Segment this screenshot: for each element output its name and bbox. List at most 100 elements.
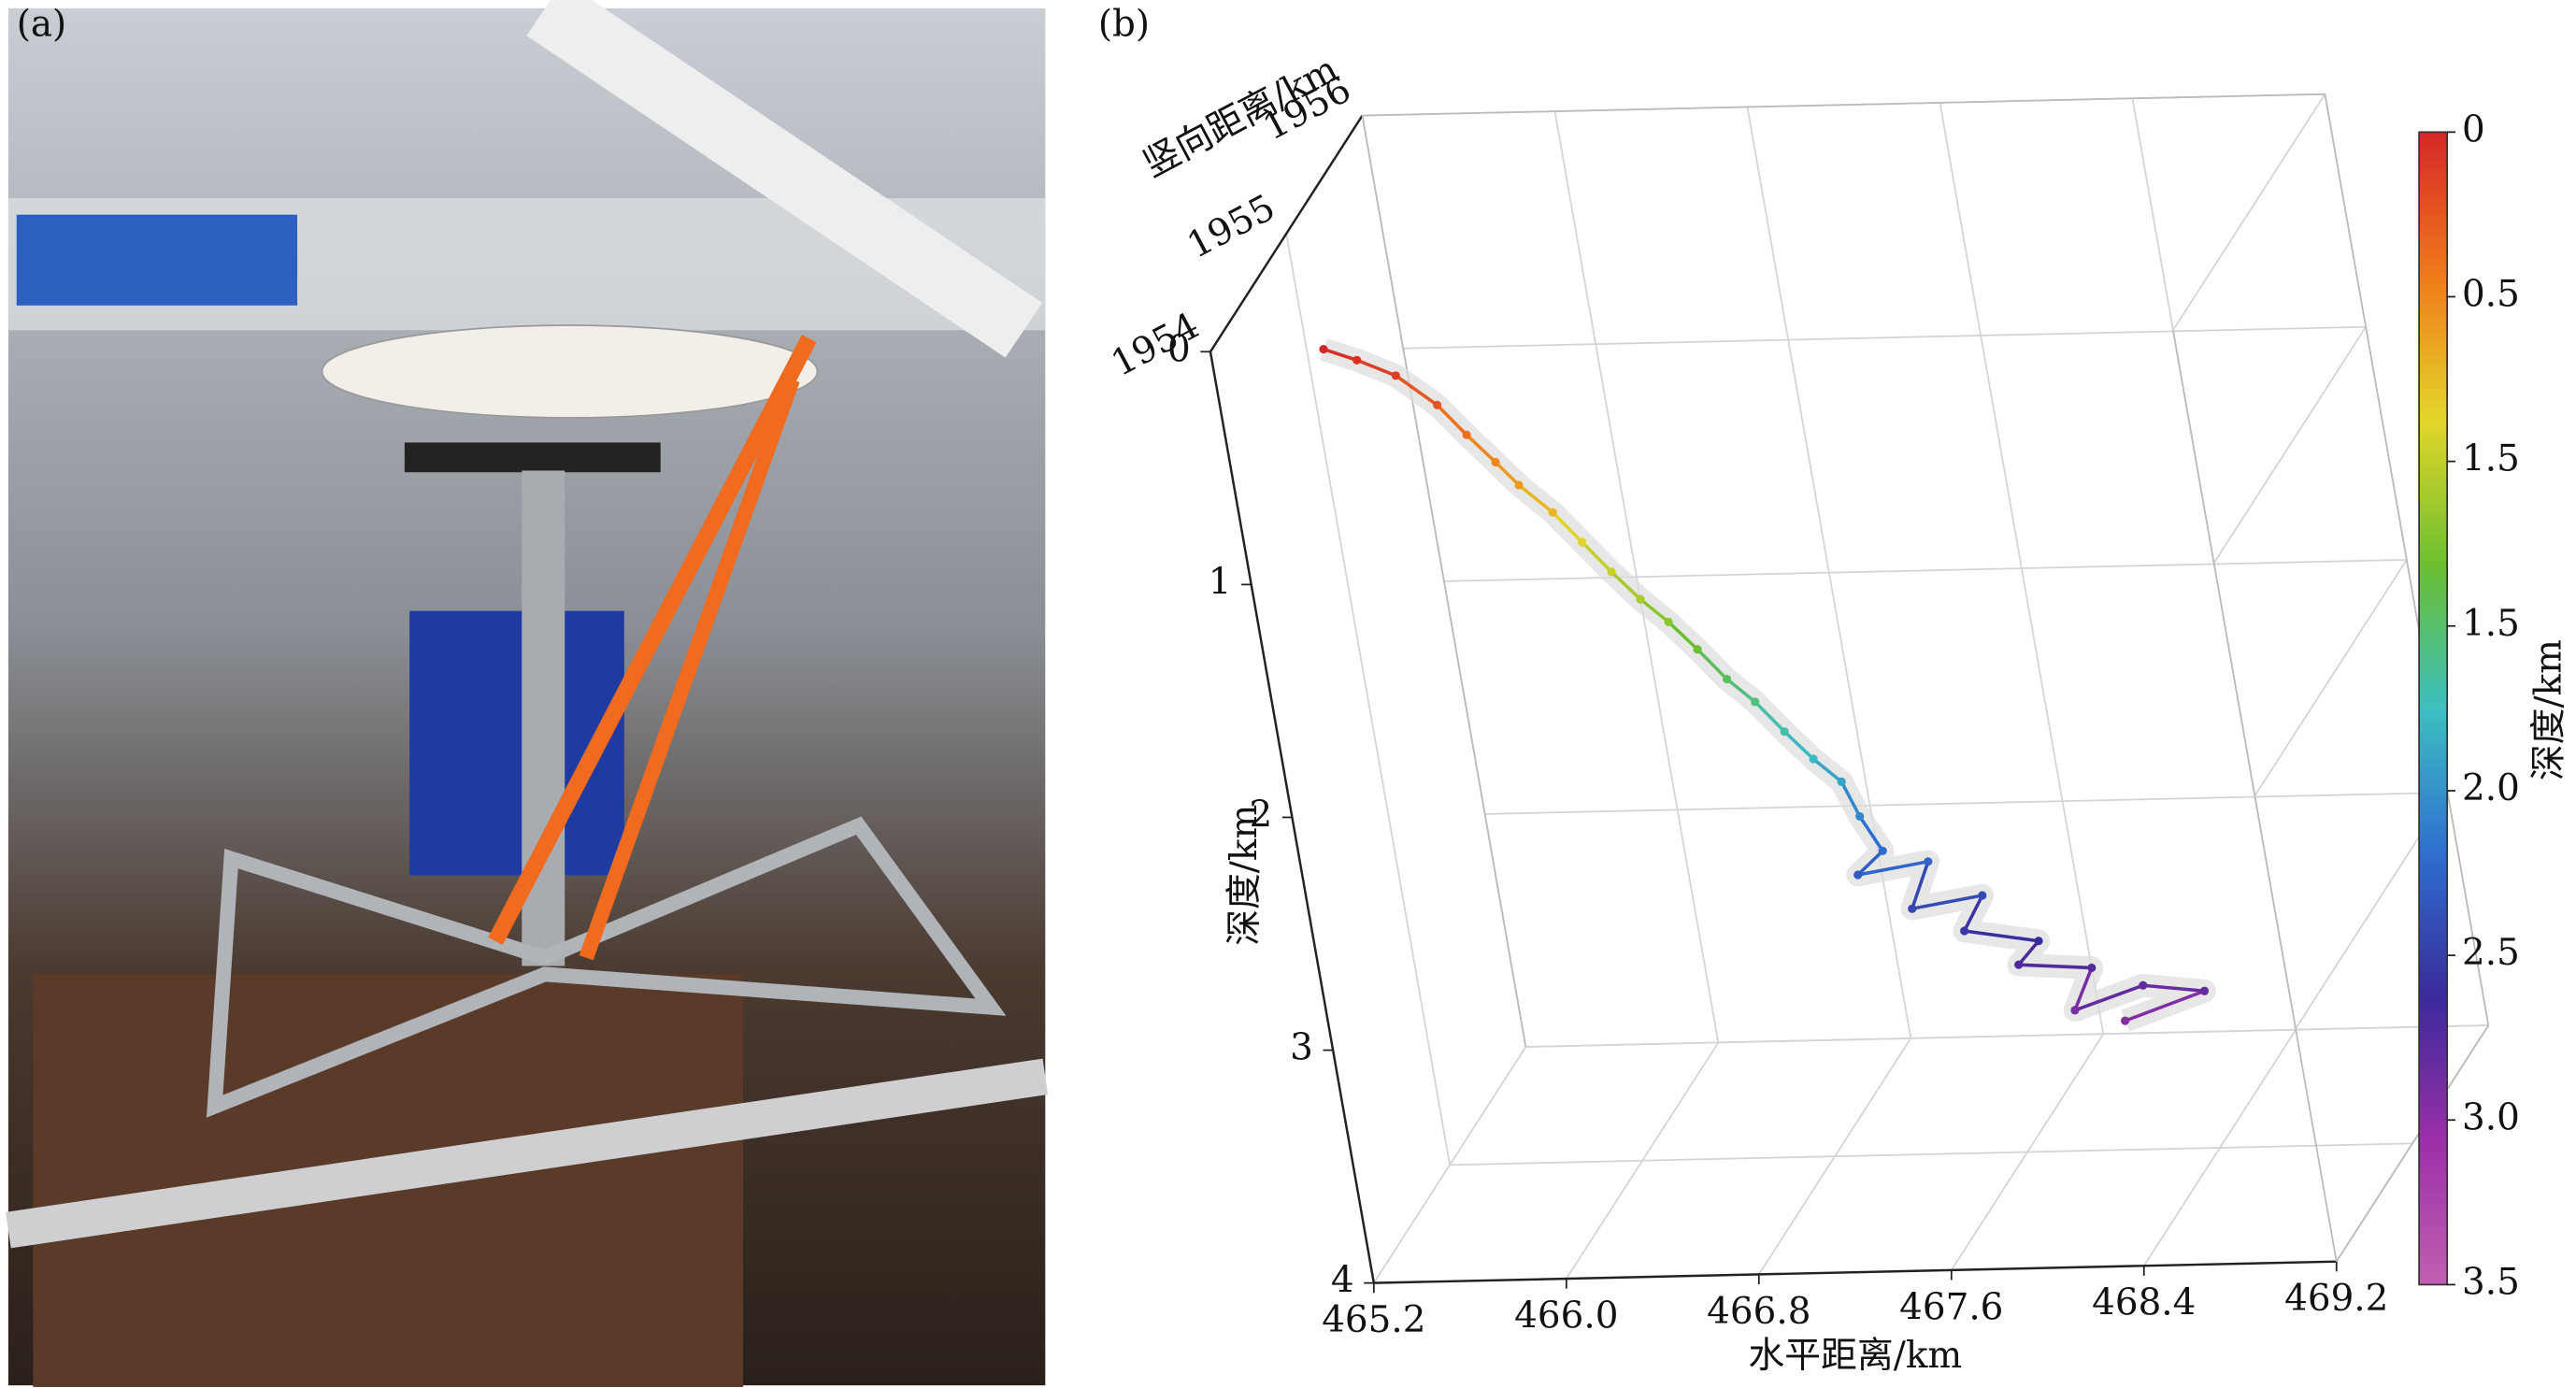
trajectory-segment [1782, 730, 1815, 761]
grid-line [2254, 559, 2408, 796]
trajectory-segment [1639, 597, 1670, 623]
trajectory-segment [1395, 374, 1438, 407]
colorbar-tick-label: 2.0 [2462, 767, 2520, 809]
trajectory-segment [2073, 966, 2094, 1011]
panel-label: (b) [1098, 3, 1150, 45]
plot-3d: 465.2 466.0 466.8 467.6 468.4 469.2 0 1 2 3 4 1954 1… [1105, 48, 2570, 1377]
box-edge [2336, 1024, 2490, 1263]
box-edge [1362, 93, 2326, 117]
trajectory-point [1924, 857, 1933, 866]
trajectory-point [1878, 846, 1887, 855]
trajectory-segment [1517, 483, 1554, 514]
z-tick-label: 3 [1290, 1027, 1313, 1069]
trajectory-segment [1753, 700, 1786, 733]
photo-frame [206, 816, 1007, 1118]
colorbar-tick-label: 3.5 [2462, 1261, 2520, 1303]
grid-line [2172, 93, 2326, 331]
grid-line [2212, 326, 2367, 564]
colorbar-tick-label: 0.5 [2462, 273, 2520, 315]
trajectory-point [2087, 963, 2097, 973]
trajectory-segment [1436, 404, 1468, 436]
trajectory-segment [2124, 989, 2206, 1023]
colorbar-tick-label: 0 [2462, 108, 2485, 150]
trajectory-segment [1812, 757, 1843, 783]
trajectory-point [1548, 508, 1557, 517]
trajectory-point [1491, 457, 1500, 467]
trajectory-point [1352, 355, 1362, 365]
grid-line [1525, 1024, 2489, 1048]
trajectory-point [2121, 1016, 2130, 1025]
photo-panel [409, 610, 624, 876]
trajectory-segment [1839, 780, 1862, 818]
trajectory-segment [1465, 433, 1497, 464]
trajectory-point [1433, 400, 1442, 409]
x-tick-label: 466.0 [1514, 1295, 1618, 1337]
trajectory-point [2199, 986, 2210, 995]
grid-line [1403, 325, 2367, 350]
trajectory-point [1319, 344, 1328, 354]
trajectory-segment [1551, 510, 1583, 544]
x-tick-label: 467.6 [1899, 1286, 2003, 1328]
trajectory-segment [1856, 850, 1884, 877]
colorbar [2418, 131, 2449, 1286]
z-axis-label: 深度/km [1224, 805, 1266, 946]
trajectory-point [1722, 674, 1732, 684]
trajectory-point [1908, 904, 1917, 913]
trajectory-segment [1696, 648, 1728, 680]
colorbar-tick-label: 1.5 [2462, 438, 2520, 480]
grid-line [1285, 233, 1451, 1166]
trajectory-point [1514, 480, 1524, 490]
trajectory-segment [1725, 678, 1756, 704]
trajectory-point [1607, 567, 1616, 577]
trajectory-point [2034, 937, 2043, 946]
photo-beam [526, 0, 1043, 358]
trajectory-point [1391, 371, 1400, 380]
colorbar-tick-label: 3.0 [2462, 1096, 2520, 1138]
axis-line [1373, 1260, 2337, 1284]
x-tick-label: 468.4 [2092, 1282, 2196, 1324]
x-tick-label: 469.2 [2284, 1278, 2388, 1320]
x-tick-label: 465.2 [1322, 1299, 1425, 1341]
trajectory-segment [1964, 929, 2039, 943]
y-tick-label: 1955 [1181, 187, 1281, 267]
trajectory-segment [1911, 894, 1983, 910]
trajectory-point [1853, 870, 1863, 880]
z-tick-label: 4 [1331, 1260, 1354, 1302]
grid-line [1450, 1142, 2413, 1166]
trajectory-point [1978, 891, 1987, 900]
trajectory-segment [1858, 815, 1884, 852]
colorbar-tick-label: 1.5 [2462, 603, 2520, 645]
panel-label: (a) [17, 3, 67, 45]
trajectory-point [1664, 617, 1673, 627]
trajectory-point [1780, 727, 1789, 737]
z-tick-label: 1 [1209, 561, 1232, 603]
trajectory-segment [1667, 621, 1699, 651]
trajectory-segment [2074, 983, 2144, 1012]
y-tick-label: 1954 [1105, 305, 1206, 385]
trajectory-point [1578, 537, 1587, 547]
trajectory-segment [1581, 540, 1613, 574]
trajectory-segment [1857, 860, 1929, 877]
box-edge [1361, 115, 1527, 1048]
x-axis-label: 水平距离/km [1748, 1335, 1962, 1377]
trajectory-point [2139, 980, 2148, 990]
trajectory-point [1809, 754, 1818, 764]
box-edge [2324, 93, 2490, 1026]
photo-ring [404, 442, 661, 473]
box-edge [2172, 330, 2338, 1262]
photo-strap [488, 335, 817, 946]
axis-line [1209, 114, 1364, 352]
colorbar-tick-label: 2.5 [2462, 932, 2520, 974]
trajectory-point [1960, 926, 1969, 936]
trajectory-segment [2142, 983, 2205, 994]
trajectory-point [2014, 960, 2024, 969]
trajectory-point [1855, 811, 1865, 822]
trajectory-point [1693, 645, 1702, 654]
trajectory-segment [1610, 570, 1642, 601]
trajectory-point [1636, 594, 1645, 604]
trajectory-halo [1320, 337, 2216, 1032]
trajectory-segment [1355, 358, 1396, 378]
photo-containers [16, 214, 298, 306]
trajectory-segment [1323, 347, 1358, 362]
